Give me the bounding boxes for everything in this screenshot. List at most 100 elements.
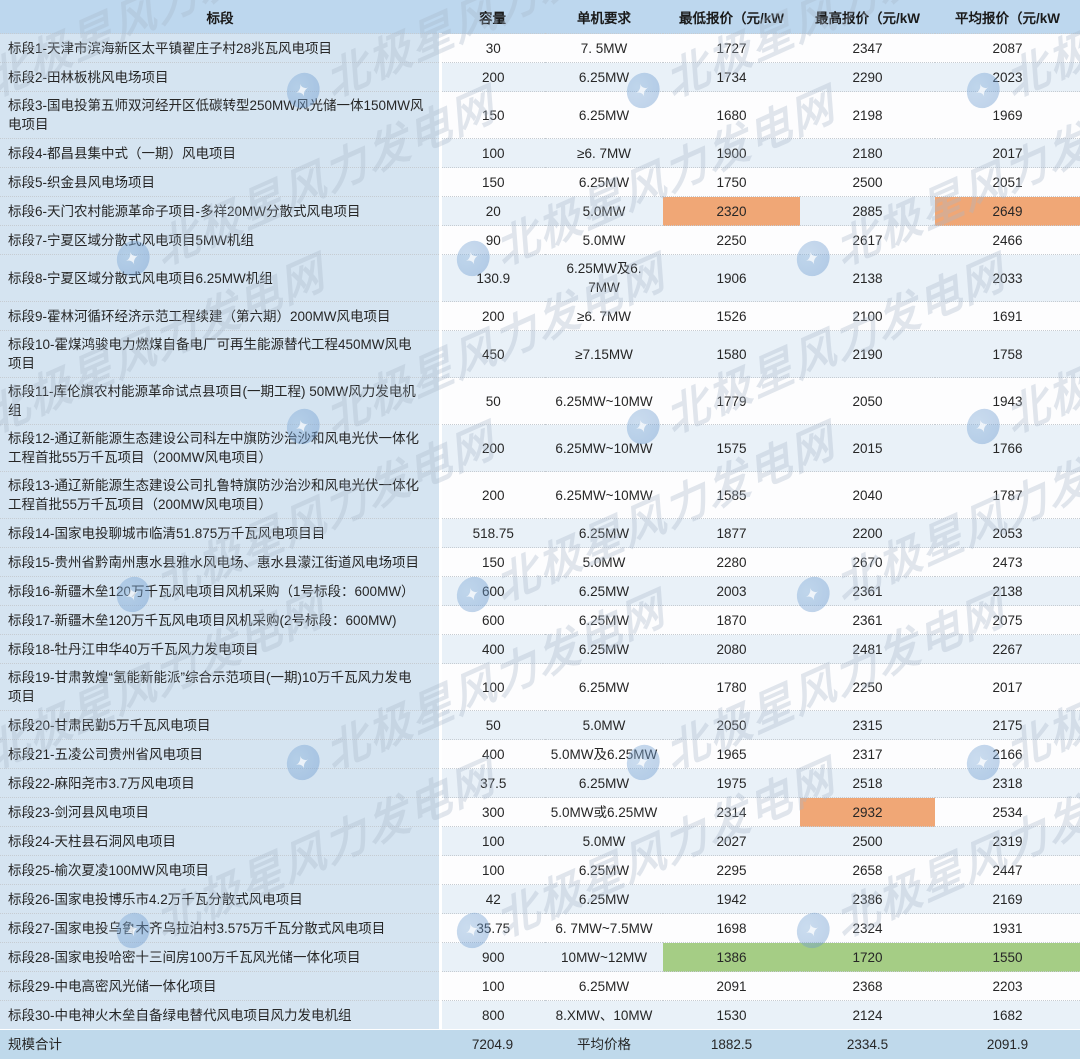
section-cell: 标段21-五凌公司贵州省风电项目 <box>0 740 440 769</box>
unit-cell: ≥7.15MW <box>545 331 663 378</box>
total-label: 规模合计 <box>0 1030 440 1059</box>
min-cell: 1750 <box>663 168 800 197</box>
max-cell: 2670 <box>800 548 935 577</box>
min-cell: 1575 <box>663 425 800 472</box>
capacity-cell: 90 <box>440 226 545 255</box>
min-cell: 1877 <box>663 519 800 548</box>
unit-cell: 6.25MW~10MW <box>545 425 663 472</box>
avg-cell: 2017 <box>935 664 1080 711</box>
avg-cell: 1550 <box>935 943 1080 972</box>
max-cell: 2315 <box>800 711 935 740</box>
unit-cell: 7. 5MW <box>545 34 663 63</box>
avg-cell: 2075 <box>935 606 1080 635</box>
capacity-cell: 100 <box>440 664 545 711</box>
total-avg-average: 2091.9 <box>935 1030 1080 1059</box>
avg-cell: 2017 <box>935 139 1080 168</box>
min-cell: 1526 <box>663 302 800 331</box>
min-cell: 1580 <box>663 331 800 378</box>
section-cell: 标段24-天柱县石洞风电项目 <box>0 827 440 856</box>
capacity-cell: 400 <box>440 740 545 769</box>
capacity-cell: 100 <box>440 856 545 885</box>
max-cell: 2317 <box>800 740 935 769</box>
capacity-cell: 300 <box>440 798 545 827</box>
section-cell: 标段12-通辽新能源生态建设公司科左中旗防沙治沙和风电光伏一体化工程首批55万千… <box>0 425 440 472</box>
capacity-cell: 100 <box>440 139 545 168</box>
max-cell: 2040 <box>800 472 935 519</box>
max-cell: 2180 <box>800 139 935 168</box>
max-cell: 2050 <box>800 378 935 425</box>
max-cell: 2500 <box>800 827 935 856</box>
max-cell: 2200 <box>800 519 935 548</box>
min-cell: 1386 <box>663 943 800 972</box>
unit-cell: 6.25MW <box>545 519 663 548</box>
section-cell: 标段17-新疆木垒120万千瓦风电项目风机采购(2号标段：600MW) <box>0 606 440 635</box>
min-cell: 2320 <box>663 197 800 226</box>
avg-cell: 2534 <box>935 798 1080 827</box>
table-header: 标段 容量 单机要求 最低报价（元/kW 最高报价（元/kW 平均报价（元/kW <box>0 0 1080 34</box>
unit-cell: 6.25MW <box>545 63 663 92</box>
min-cell: 1900 <box>663 139 800 168</box>
avg-cell: 2319 <box>935 827 1080 856</box>
capacity-cell: 150 <box>440 548 545 577</box>
avg-cell: 2053 <box>935 519 1080 548</box>
min-cell: 1779 <box>663 378 800 425</box>
total-max-average: 2334.5 <box>800 1030 935 1059</box>
section-cell: 标段22-麻阳尧市3.7万风电项目 <box>0 769 440 798</box>
section-cell: 标段16-新疆木垒120万千瓦风电项目风机采购（1号标段：600MW） <box>0 577 440 606</box>
section-cell: 标段11-库伦旗农村能源革命试点县项目(一期工程) 50MW风力发电机组 <box>0 378 440 425</box>
avg-cell: 1969 <box>935 92 1080 139</box>
min-cell: 2295 <box>663 856 800 885</box>
max-cell: 2617 <box>800 226 935 255</box>
avg-cell: 2447 <box>935 856 1080 885</box>
total-row: 规模合计 7204.9 平均价格 1882.5 2334.5 2091.9 <box>0 1030 1080 1059</box>
min-cell: 2314 <box>663 798 800 827</box>
table-row: 标段13-通辽新能源生态建设公司扎鲁特旗防沙治沙和风电光伏一体化工程首批55万千… <box>0 472 1080 519</box>
max-cell: 2324 <box>800 914 935 943</box>
avg-cell: 2203 <box>935 972 1080 1001</box>
avg-cell: 1766 <box>935 425 1080 472</box>
max-cell: 2885 <box>800 197 935 226</box>
max-cell: 2124 <box>800 1001 935 1030</box>
unit-cell: 5.0MW及6.25MW <box>545 740 663 769</box>
section-cell: 标段15-贵州省黔南州惠水县雅水风电场、惠水县濛江街道风电场项目 <box>0 548 440 577</box>
max-cell: 2347 <box>800 34 935 63</box>
capacity-cell: 50 <box>440 711 545 740</box>
section-cell: 标段25-榆次夏凌100MW风电项目 <box>0 856 440 885</box>
avg-cell: 2087 <box>935 34 1080 63</box>
max-cell: 2290 <box>800 63 935 92</box>
min-cell: 2280 <box>663 548 800 577</box>
min-cell: 1530 <box>663 1001 800 1030</box>
table-row: 标段12-通辽新能源生态建设公司科左中旗防沙治沙和风电光伏一体化工程首批55万千… <box>0 425 1080 472</box>
total-capacity: 7204.9 <box>440 1030 545 1059</box>
max-cell: 2100 <box>800 302 935 331</box>
capacity-cell: 200 <box>440 63 545 92</box>
total-min-average: 1882.5 <box>663 1030 800 1059</box>
capacity-cell: 900 <box>440 943 545 972</box>
unit-cell: 5.0MW <box>545 827 663 856</box>
min-cell: 1965 <box>663 740 800 769</box>
unit-cell: 5.0MW <box>545 226 663 255</box>
avg-cell: 2138 <box>935 577 1080 606</box>
column-header-max: 最高报价（元/kW <box>800 0 935 34</box>
column-header-unit: 单机要求 <box>545 0 663 34</box>
unit-cell: 6.25MW <box>545 606 663 635</box>
min-cell: 1680 <box>663 92 800 139</box>
section-cell: 标段14-国家电投聊城市临清51.875万千瓦风电项目目 <box>0 519 440 548</box>
avg-cell: 2051 <box>935 168 1080 197</box>
unit-cell: 6.25MW <box>545 972 663 1001</box>
max-cell: 2500 <box>800 168 935 197</box>
capacity-cell: 150 <box>440 92 545 139</box>
max-cell: 2015 <box>800 425 935 472</box>
avg-cell: 2267 <box>935 635 1080 664</box>
